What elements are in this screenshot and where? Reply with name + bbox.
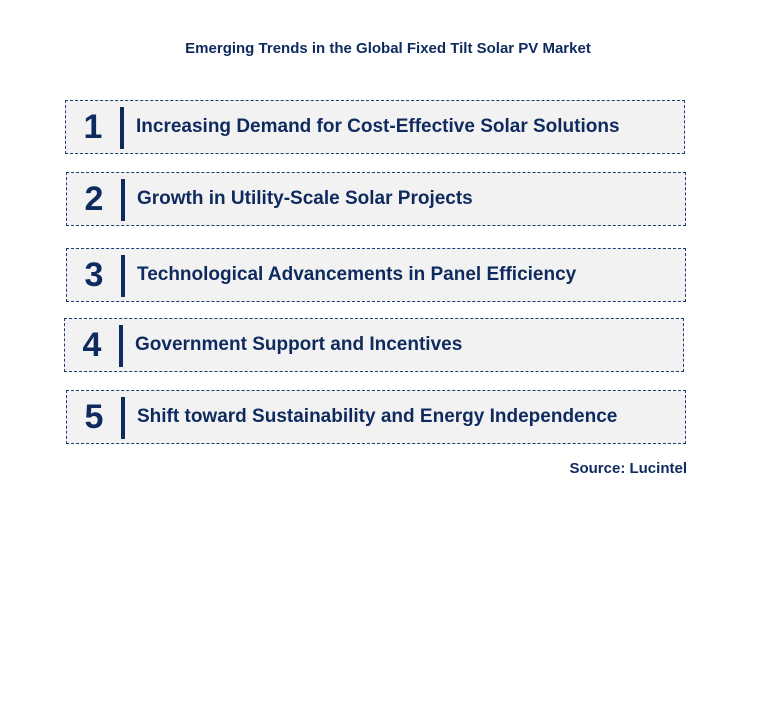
trend-divider — [121, 397, 125, 439]
trend-number: 3 — [84, 256, 104, 294]
trend-number: 2 — [84, 180, 104, 218]
source-credit: Source: Lucintel — [569, 460, 687, 477]
trend-number: 4 — [82, 326, 102, 364]
trend-divider — [121, 255, 125, 297]
trend-label: Shift toward Sustainability and Energy I… — [137, 406, 618, 427]
trend-divider — [120, 107, 124, 149]
trend-item-3: 3 Technological Advancements in Panel Ef… — [66, 248, 686, 302]
trend-label: Increasing Demand for Cost-Effective Sol… — [136, 116, 620, 137]
trend-label: Government Support and Incentives — [135, 334, 463, 355]
trend-item-1: 1 Increasing Demand for Cost-Effective S… — [65, 100, 685, 154]
diagram-title: Emerging Trends in the Global Fixed Tilt… — [185, 40, 591, 57]
trend-divider — [119, 325, 123, 367]
trend-label: Technological Advancements in Panel Effi… — [137, 264, 577, 285]
trend-item-4: 4 Government Support and Incentives — [64, 318, 684, 372]
trend-divider — [121, 179, 125, 221]
trend-label: Growth in Utility-Scale Solar Projects — [137, 188, 473, 209]
trend-item-5: 5 Shift toward Sustainability and Energy… — [66, 390, 686, 444]
trend-number: 1 — [83, 108, 103, 146]
trend-number: 5 — [84, 398, 104, 436]
trend-item-2: 2 Growth in Utility-Scale Solar Projects — [66, 172, 686, 226]
